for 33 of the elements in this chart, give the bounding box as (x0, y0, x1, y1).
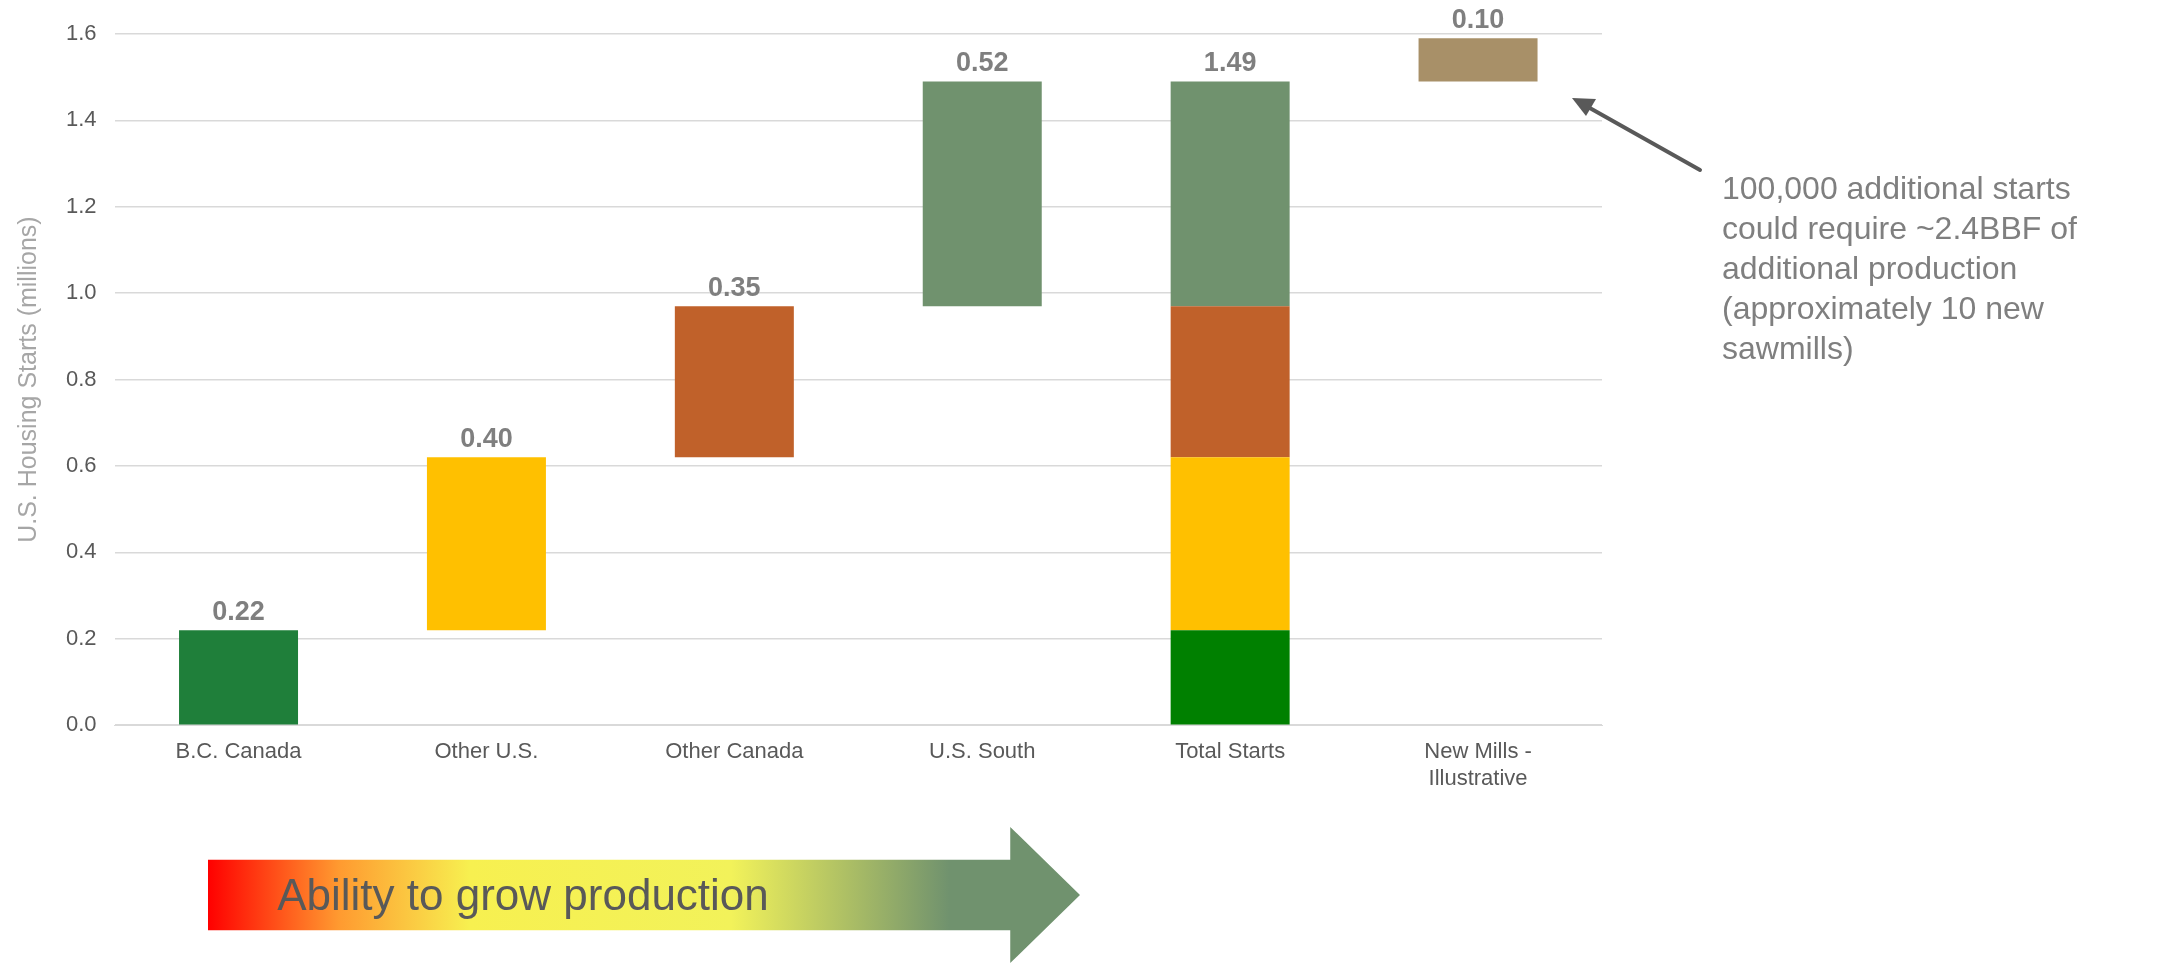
bar (1170, 630, 1290, 725)
y-tick-label: 0.4 (65, 538, 97, 564)
data-label: 0.52 (955, 47, 1009, 78)
bar (922, 81, 1042, 307)
y-tick-label: 1.4 (65, 106, 97, 132)
bar (1170, 81, 1290, 307)
y-tick-label: 0.2 (65, 624, 97, 650)
x-tick-label: Other Canada (665, 738, 805, 764)
x-tick-label: B.C. Canada (175, 738, 303, 764)
text: Ability to grow production (276, 869, 770, 921)
bar (179, 630, 299, 725)
x-tick-label: Other U.S. (434, 738, 539, 764)
x-tick-label: Total Starts (1175, 738, 1286, 764)
bar (674, 306, 794, 458)
bar (1170, 457, 1290, 631)
x-tick-label: New Mills - Illustrative (1424, 738, 1532, 790)
y-axis-title: U.S. Housing Starts (millions) (12, 216, 41, 543)
y-tick-label: 1.6 (65, 20, 97, 46)
data-label: 0.22 (212, 596, 265, 627)
data-label: 0.40 (460, 423, 513, 454)
y-tick-label: 0.8 (65, 365, 97, 391)
total-label: 1.49 (1203, 47, 1257, 78)
data-label: 0.35 (708, 272, 761, 303)
y-tick-label: 1.2 (65, 192, 97, 218)
y-tick-label: 1.0 (65, 279, 97, 305)
y-tick-label: 0.6 (65, 452, 97, 478)
bar (1170, 306, 1290, 458)
text: 100,000 additional starts could require ~2.4BBF of additional production (approximately 10 new sawmills) (1722, 169, 2078, 368)
y-tick-label: 0.0 (65, 711, 97, 737)
bar (426, 457, 546, 631)
x-tick-label: U.S. South (929, 738, 1036, 764)
bar (1418, 38, 1538, 82)
data-label: 0.10 (1451, 4, 1505, 35)
